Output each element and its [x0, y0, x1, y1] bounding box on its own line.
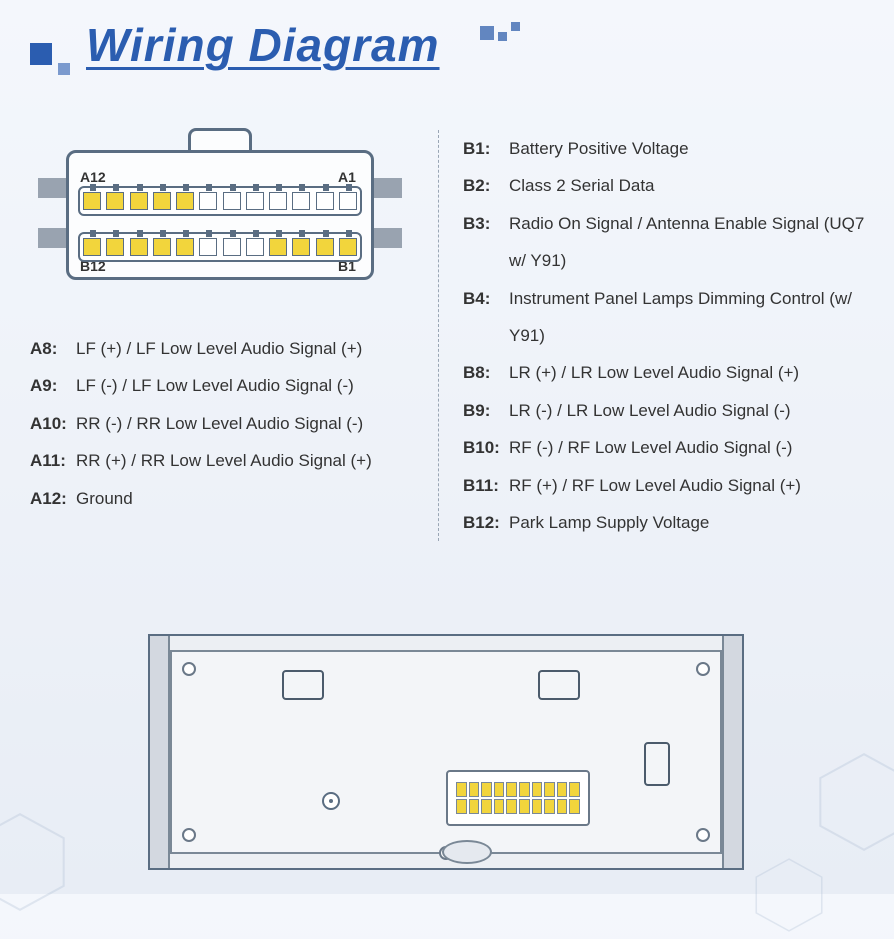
pin — [153, 192, 171, 210]
pin — [223, 192, 241, 210]
pin — [83, 192, 101, 210]
pinout-key: A10: — [30, 405, 76, 442]
pinout-key: A8: — [30, 330, 76, 367]
pin — [339, 238, 357, 256]
pinout-value: LR (+) / LR Low Level Audio Signal (+) — [509, 354, 868, 391]
pin-row-a — [78, 186, 362, 216]
title-bullet-icon — [58, 63, 70, 75]
pinout-key: B2: — [463, 167, 509, 204]
pin — [83, 238, 101, 256]
pinout-row: B11:RF (+) / RF Low Level Audio Signal (… — [463, 467, 868, 504]
pin — [130, 192, 148, 210]
pinout-row: B9:LR (-) / LR Low Level Audio Signal (-… — [463, 392, 868, 429]
pinout-row: B2:Class 2 Serial Data — [463, 167, 868, 204]
coax-icon — [322, 792, 340, 810]
pinout-value: Instrument Panel Lamps Dimming Control (… — [509, 280, 868, 355]
pin — [316, 192, 334, 210]
pinout-value: RR (-) / RR Low Level Audio Signal (-) — [76, 405, 410, 442]
pinout-row: B8:LR (+) / LR Low Level Audio Signal (+… — [463, 354, 868, 391]
pin-row-b — [78, 232, 362, 262]
pinout-left-column: A8:LF (+) / LF Low Level Audio Signal (+… — [30, 330, 410, 517]
pin — [269, 238, 287, 256]
pinout-value: LF (+) / LF Low Level Audio Signal (+) — [76, 330, 410, 367]
pinout-key: A11: — [30, 442, 76, 479]
title-wrap: Wiring Diagram — [30, 18, 440, 72]
hex-deco — [804, 750, 894, 854]
pinout-value: Park Lamp Supply Voltage — [509, 504, 868, 541]
pin — [176, 192, 194, 210]
pin — [292, 238, 310, 256]
pin — [269, 192, 287, 210]
pinout-key: B1: — [463, 130, 509, 167]
pin — [130, 238, 148, 256]
pinout-value: Class 2 Serial Data — [509, 167, 868, 204]
hex-deco — [0, 810, 80, 914]
pinout-key: B8: — [463, 354, 509, 391]
pin — [199, 238, 217, 256]
pinout-row: B12:Park Lamp Supply Voltage — [463, 504, 868, 541]
pin — [246, 238, 264, 256]
pinout-key: B3: — [463, 205, 509, 280]
pin — [199, 192, 217, 210]
pin — [176, 238, 194, 256]
pinout-value: RF (-) / RF Low Level Audio Signal (-) — [509, 429, 868, 466]
pin — [106, 238, 124, 256]
pinout-key: B11: — [463, 467, 509, 504]
pinout-row: A9:LF (-) / LF Low Level Audio Signal (-… — [30, 367, 410, 404]
pin — [246, 192, 264, 210]
pin — [292, 192, 310, 210]
pinout-row: B3:Radio On Signal / Antenna Enable Sign… — [463, 205, 868, 280]
pinout-key: B12: — [463, 504, 509, 541]
title-deco-icon — [480, 26, 520, 41]
pinout-value: LF (-) / LF Low Level Audio Signal (-) — [76, 367, 410, 404]
pinout-key: B10: — [463, 429, 509, 466]
pinout-value: LR (-) / LR Low Level Audio Signal (-) — [509, 392, 868, 429]
pinout-row: A11:RR (+) / RR Low Level Audio Signal (… — [30, 442, 410, 479]
pinout-value: Battery Positive Voltage — [509, 130, 868, 167]
pin — [153, 238, 171, 256]
pinout-value: RF (+) / RF Low Level Audio Signal (+) — [509, 467, 868, 504]
pinout-key: A9: — [30, 367, 76, 404]
pinout-key: B9: — [463, 392, 509, 429]
rear-connector — [446, 770, 590, 826]
pinout-row: B1:Battery Positive Voltage — [463, 130, 868, 167]
pinout-row: A12:Ground — [30, 480, 410, 517]
pin — [223, 238, 241, 256]
pinout-key: B4: — [463, 280, 509, 355]
pin — [339, 192, 357, 210]
pinout-right-column: B1:Battery Positive VoltageB2:Class 2 Se… — [438, 130, 868, 541]
pinout-value: Ground — [76, 480, 410, 517]
pinout-key: A12: — [30, 480, 76, 517]
pin — [106, 192, 124, 210]
pin-corner-label: A1 — [338, 169, 356, 185]
pinout-row: B4:Instrument Panel Lamps Dimming Contro… — [463, 280, 868, 355]
connector-diagram: A12 A1 B12 B1 — [40, 130, 400, 300]
pinout-row: A10:RR (-) / RR Low Level Audio Signal (… — [30, 405, 410, 442]
pinout-value: Radio On Signal / Antenna Enable Signal … — [509, 205, 868, 280]
pinout-value: RR (+) / RR Low Level Audio Signal (+) — [76, 442, 410, 479]
pinout-row: B10:RF (-) / RF Low Level Audio Signal (… — [463, 429, 868, 466]
page-title: Wiring Diagram — [86, 18, 440, 72]
pinout-row: A8:LF (+) / LF Low Level Audio Signal (+… — [30, 330, 410, 367]
pin — [316, 238, 334, 256]
radio-unit-diagram — [148, 634, 744, 870]
hex-deco — [744, 856, 834, 934]
pin-corner-label: A12 — [80, 169, 106, 185]
title-bullet-icon — [30, 43, 52, 65]
